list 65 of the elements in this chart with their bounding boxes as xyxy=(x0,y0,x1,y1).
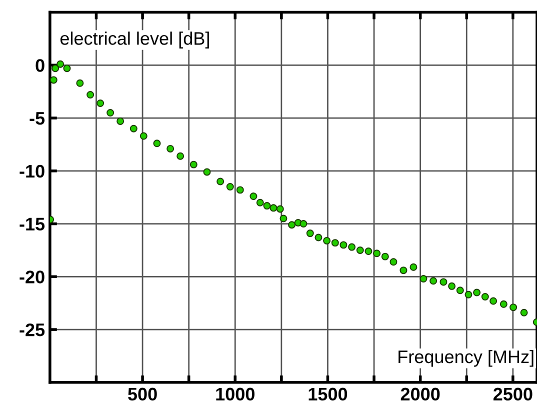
point xyxy=(356,246,364,254)
point xyxy=(176,152,184,160)
point xyxy=(490,297,498,305)
y-tick-label: -15 xyxy=(20,218,45,230)
point xyxy=(348,243,356,251)
point xyxy=(216,178,224,186)
point xyxy=(250,192,258,200)
point xyxy=(190,160,198,168)
point xyxy=(276,205,284,213)
point xyxy=(510,304,518,312)
point xyxy=(280,214,288,222)
point xyxy=(340,241,348,249)
x-axis-title: Frequency [MHz] xyxy=(398,350,534,367)
point xyxy=(140,132,148,140)
point xyxy=(373,250,381,258)
point xyxy=(56,60,64,68)
point xyxy=(430,277,438,285)
y-axis-title: electrical level [dB] xyxy=(60,32,209,48)
point xyxy=(306,230,314,238)
point xyxy=(76,79,84,87)
point xyxy=(456,286,464,294)
point xyxy=(500,300,508,308)
point xyxy=(153,140,161,148)
point xyxy=(226,183,234,191)
point xyxy=(473,288,481,296)
point xyxy=(520,308,528,316)
point xyxy=(50,76,58,84)
point xyxy=(130,124,138,132)
point xyxy=(390,258,398,266)
point xyxy=(263,202,271,210)
x-tick-label: 1000 xyxy=(216,388,254,401)
point xyxy=(63,64,71,72)
point xyxy=(331,239,339,247)
y-tick-label: 0 xyxy=(36,59,44,72)
point xyxy=(52,64,60,72)
point xyxy=(323,236,331,244)
point xyxy=(314,234,322,242)
point xyxy=(86,91,94,98)
point xyxy=(116,117,124,125)
point xyxy=(106,108,114,116)
y-tick-label: -5 xyxy=(30,112,45,125)
x-tick-label: 500 xyxy=(128,388,157,401)
point xyxy=(410,263,418,271)
point xyxy=(464,290,472,298)
y-tick-label: -25 xyxy=(20,323,45,336)
point xyxy=(203,168,211,176)
point xyxy=(481,293,489,300)
point xyxy=(96,99,104,107)
point xyxy=(288,221,296,229)
point xyxy=(364,248,372,256)
y-tick-label: -10 xyxy=(20,164,44,178)
point xyxy=(381,252,389,260)
x-tick-label: 2500 xyxy=(493,388,532,401)
point xyxy=(236,186,244,194)
point xyxy=(400,266,408,274)
point xyxy=(256,198,264,206)
point xyxy=(440,278,448,286)
point xyxy=(270,204,278,212)
point xyxy=(448,282,456,290)
point xyxy=(420,275,428,283)
point xyxy=(300,220,308,228)
x-tick-label: 1500 xyxy=(308,388,348,401)
point xyxy=(166,144,174,152)
y-tick-label: -20 xyxy=(20,270,44,284)
x-tick-label: 2000 xyxy=(400,388,440,401)
